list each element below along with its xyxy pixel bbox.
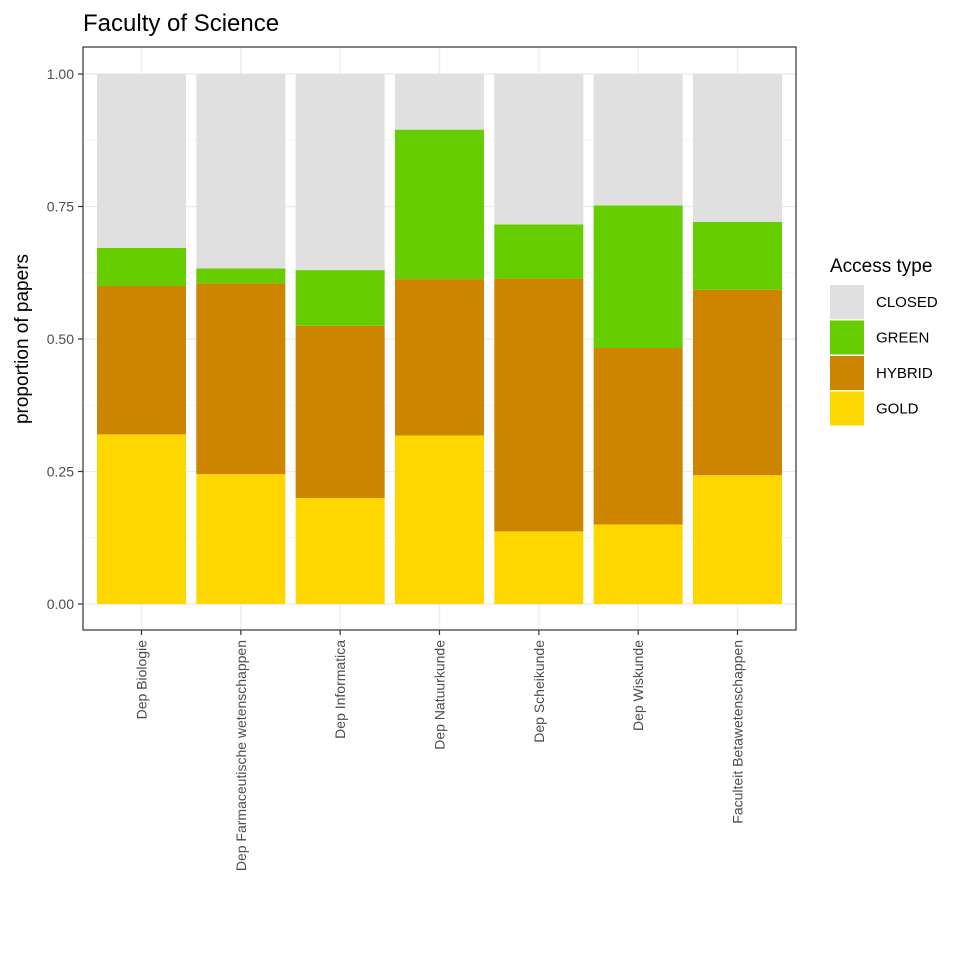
bar-segment-green <box>593 205 683 349</box>
legend-label-gold: GOLD <box>876 401 919 418</box>
bar-segment-hybrid <box>295 325 385 498</box>
x-tick-label: Faculteit Betawetenschappen <box>729 640 745 824</box>
y-tick-label: 0.25 <box>47 464 74 480</box>
bar-segment-hybrid <box>394 279 484 436</box>
bar-segment-green <box>97 247 186 286</box>
bar-segment-gold <box>97 434 186 604</box>
chart-title: Faculty of Science <box>83 10 279 37</box>
legend-label-green: GREEN <box>876 330 929 347</box>
bar-segment-green <box>494 224 584 279</box>
bar-segment-hybrid <box>494 278 584 532</box>
bars <box>97 74 782 604</box>
x-tick-label: Dep Farmaceutische wetenschappen <box>233 640 249 871</box>
x-tick-label: Dep Scheikunde <box>531 640 547 743</box>
y-axis-title: proportion of papers <box>12 254 33 424</box>
bar-segment-gold <box>692 475 782 604</box>
bar-segment-gold <box>196 474 286 604</box>
x-tick-label: Dep Wiskunde <box>630 640 646 731</box>
y-axis: 0.00 0.25 0.50 0.75 1.00 <box>47 66 83 612</box>
legend-title: Access type <box>830 256 932 277</box>
bar-segment-hybrid <box>97 286 186 435</box>
legend-label-closed: CLOSED <box>876 294 938 311</box>
bar-segment-closed <box>494 74 584 225</box>
bar-segment-hybrid <box>196 283 286 475</box>
bar-segment-closed <box>295 74 385 271</box>
legend-key-green <box>830 320 864 355</box>
x-axis: Dep Biologie Dep Farmaceutische wetenscha… <box>134 630 745 871</box>
bar-segment-green <box>196 268 286 284</box>
bar-segment-hybrid <box>692 289 782 476</box>
legend-key-gold <box>830 391 864 426</box>
bar-segment-closed <box>196 74 286 269</box>
bar-segment-gold <box>295 498 385 604</box>
y-tick-label: 0.75 <box>47 199 74 215</box>
legend-label-hybrid: HYBRID <box>876 365 933 382</box>
bar-segment-closed <box>593 74 683 206</box>
bar-segment-green <box>295 270 385 326</box>
bar-segment-hybrid <box>593 348 683 525</box>
y-tick-label: 1.00 <box>47 66 74 82</box>
y-tick-label: 0.00 <box>47 596 74 612</box>
bar-segment-closed <box>394 74 484 130</box>
bar-segment-closed <box>692 74 782 222</box>
x-tick-label: Dep Biologie <box>134 640 150 720</box>
x-tick-label: Dep Natuurkunde <box>431 640 447 750</box>
bar-segment-closed <box>97 74 186 248</box>
x-tick-label: Dep Informatica <box>332 640 348 739</box>
bar-segment-gold <box>593 524 683 604</box>
bar-segment-green <box>394 129 484 280</box>
bar-segment-green <box>692 221 782 290</box>
legend: Access type CLOSED GREEN HYBRID GOLD <box>830 256 938 426</box>
y-tick-label: 0.50 <box>47 331 74 347</box>
bar-segment-gold <box>494 531 584 604</box>
legend-key-hybrid <box>830 356 864 390</box>
bar-segment-gold <box>394 435 484 604</box>
legend-key-closed <box>830 285 864 319</box>
